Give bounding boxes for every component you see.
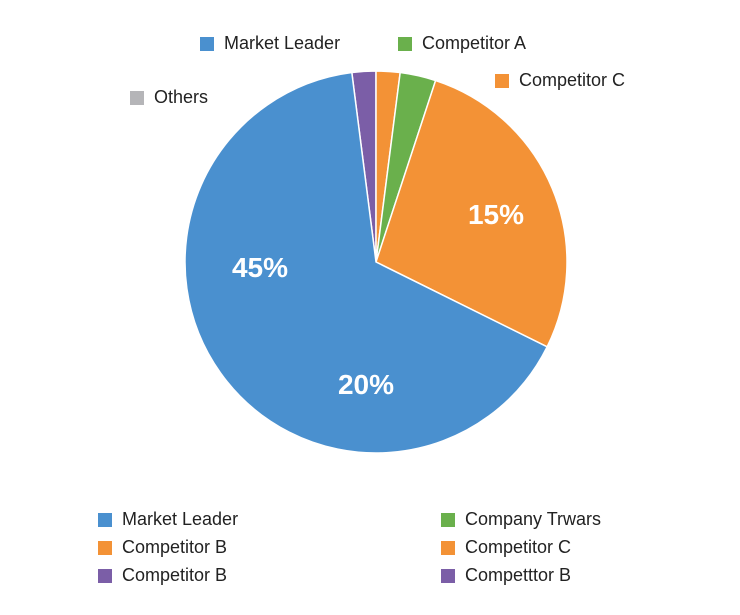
- data-label-45: 45%: [232, 252, 288, 283]
- legend-label: Competitor B: [122, 537, 228, 557]
- bottom-legend-item: Competitor B: [98, 565, 227, 586]
- pie-slices: [184, 70, 568, 454]
- legend-swatch: [441, 568, 455, 583]
- bottom-legend-item: Competitor B: [98, 537, 227, 558]
- top-legend-item: Others: [130, 87, 208, 108]
- legend-swatch: [98, 512, 112, 527]
- legend-swatch: [398, 36, 412, 51]
- legend-swatch: [200, 36, 214, 51]
- legend-label: Others: [154, 87, 209, 107]
- bottom-legend-item: Market Leader: [98, 509, 238, 530]
- legend-label: Market Leader: [122, 509, 239, 529]
- legend-label: Competitor C: [519, 70, 626, 90]
- legend-swatch: [98, 540, 112, 555]
- top-legend-item: Competitor C: [495, 70, 625, 91]
- top-legend-item: Market Leader: [200, 33, 340, 54]
- pie-slice-competitor-c: [375, 79, 568, 348]
- slice-labels: 45% 20% 15%: [232, 199, 524, 400]
- legend-label: Competttor B: [465, 565, 572, 585]
- legend-swatch: [495, 73, 509, 88]
- bottom-legend-item: Company Trwars: [441, 509, 601, 530]
- legend-swatch: [98, 568, 112, 583]
- legend-label: Company Trwars: [465, 509, 602, 529]
- legend-label: Competitor B: [122, 565, 228, 585]
- top-legend-item: Competitor A: [398, 33, 526, 54]
- data-label-15: 15%: [468, 199, 524, 230]
- legend-label: Market Leader: [224, 33, 341, 53]
- legend-swatch: [441, 512, 455, 527]
- legend-label: Competitor A: [422, 33, 527, 53]
- legend-swatch: [130, 90, 144, 105]
- data-label-20: 20%: [338, 369, 394, 400]
- legend-swatch: [441, 540, 455, 555]
- bottom-legend-item: Competttor B: [441, 565, 571, 586]
- pie-slice-market-leader: [184, 71, 549, 454]
- legend-label: Competitor C: [465, 537, 572, 557]
- bottom-legend-item: Competitor C: [441, 537, 571, 558]
